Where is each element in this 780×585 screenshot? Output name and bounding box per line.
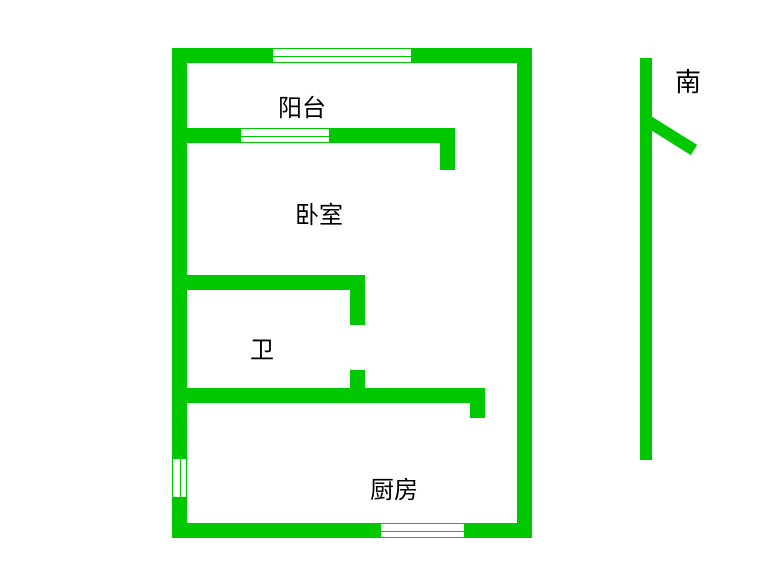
compass-arrow — [0, 0, 780, 585]
compass-label: 南 — [675, 62, 701, 99]
